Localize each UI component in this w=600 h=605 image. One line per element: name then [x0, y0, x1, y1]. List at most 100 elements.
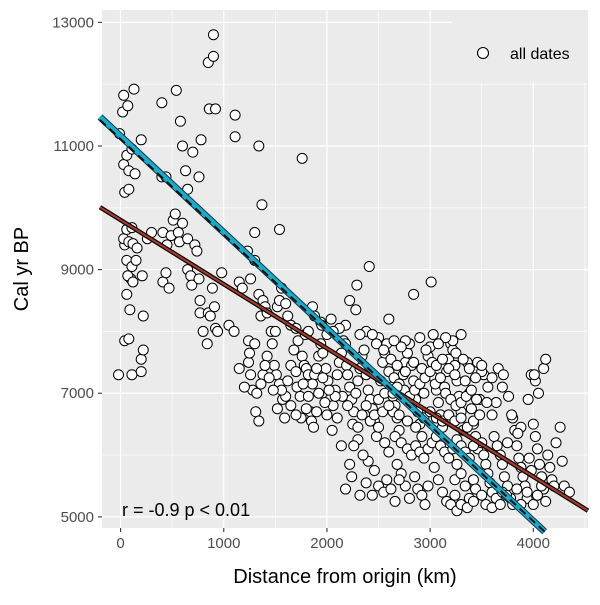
data-point: [498, 471, 510, 483]
data-point: [169, 208, 181, 220]
data-point: [229, 109, 241, 121]
x-axis-title: Distance from origin (km): [233, 566, 456, 588]
data-point: [523, 452, 535, 464]
data-point: [251, 387, 263, 399]
data-point: [300, 403, 312, 415]
data-point: [186, 279, 198, 291]
data-point: [554, 421, 566, 433]
data-point: [467, 474, 479, 486]
data-point: [268, 359, 280, 371]
data-point: [354, 329, 366, 341]
data-point: [449, 489, 461, 501]
data-point: [383, 313, 395, 325]
fit-lines: [97, 114, 590, 535]
data-point: [208, 301, 220, 313]
data-point: [261, 350, 273, 362]
data-point: [342, 369, 354, 381]
data-point: [325, 313, 337, 325]
data-point: [512, 427, 524, 439]
data-point: [521, 486, 533, 498]
data-point: [259, 359, 271, 371]
data-point: [136, 270, 148, 282]
legend: all dates: [452, 10, 588, 82]
data-point: [297, 378, 309, 390]
data-point: [118, 89, 130, 101]
data-point: [296, 350, 308, 362]
data-point: [532, 387, 544, 399]
data-point: [271, 403, 283, 415]
data-point: [344, 295, 356, 307]
data-point: [273, 223, 285, 235]
data-point: [348, 440, 360, 452]
data-point: [455, 412, 467, 424]
data-point: [358, 344, 370, 356]
data-point: [249, 227, 261, 239]
data-point: [531, 489, 543, 501]
data-point: [476, 359, 488, 371]
data-point: [249, 338, 261, 350]
data-point: [360, 477, 372, 489]
data-point: [351, 279, 363, 291]
data-point: [193, 171, 205, 183]
x-tick-label: 1000: [207, 535, 240, 552]
data-point: [437, 486, 449, 498]
data-point: [193, 273, 205, 285]
x-axis: 0 1000 2000 3000 4000: [116, 528, 550, 552]
data-point: [476, 489, 488, 501]
data-point: [410, 421, 422, 433]
data-point: [163, 282, 175, 294]
data-point: [350, 387, 362, 399]
fit-line-dashed: [99, 119, 546, 533]
data-point: [443, 452, 455, 464]
data-point: [408, 288, 420, 300]
fit-line-all: [99, 206, 589, 512]
data-point: [282, 375, 294, 387]
data-point: [478, 449, 490, 461]
data-point: [356, 409, 368, 421]
data-point: [326, 424, 338, 436]
data-point: [419, 499, 431, 511]
data-point: [296, 152, 308, 164]
data-point: [354, 489, 366, 501]
data-point: [544, 461, 556, 473]
correlation-annotation: r = -0.9 p < 0.01: [122, 500, 250, 520]
data-point: [362, 384, 374, 396]
data-point: [174, 115, 186, 127]
data-point: [418, 387, 430, 399]
data-point: [210, 103, 222, 115]
data-point: [245, 369, 257, 381]
data-point: [511, 483, 523, 495]
data-point: [490, 397, 502, 409]
data-point: [416, 489, 428, 501]
data-point: [527, 418, 539, 430]
data-point: [368, 465, 380, 477]
data-point: [540, 495, 552, 507]
data-point: [126, 369, 138, 381]
legend-point-marker: [476, 46, 490, 60]
y-tick-label: 9000: [61, 262, 94, 279]
data-point: [263, 372, 275, 384]
data-point: [308, 421, 320, 433]
data-point: [280, 298, 292, 310]
data-point: [491, 440, 503, 452]
data-point: [267, 384, 279, 396]
data-point: [449, 369, 461, 381]
data-point: [311, 406, 323, 418]
data-point: [428, 461, 440, 473]
data-point: [357, 449, 369, 461]
y-tick-label: 7000: [61, 385, 94, 402]
data-point: [408, 356, 420, 368]
data-point: [135, 134, 147, 146]
data-point: [228, 325, 240, 337]
data-point: [121, 288, 133, 300]
data-point: [366, 329, 378, 341]
data-point: [123, 183, 135, 195]
data-point: [207, 29, 219, 41]
data-point: [176, 140, 188, 152]
data-point: [128, 83, 140, 95]
y-tick-label: 11000: [53, 138, 94, 155]
data-point: [285, 400, 297, 412]
y-axis: 5000 7000 9000 11000 13000: [52, 14, 102, 526]
y-tick-label: 13000: [52, 14, 94, 31]
